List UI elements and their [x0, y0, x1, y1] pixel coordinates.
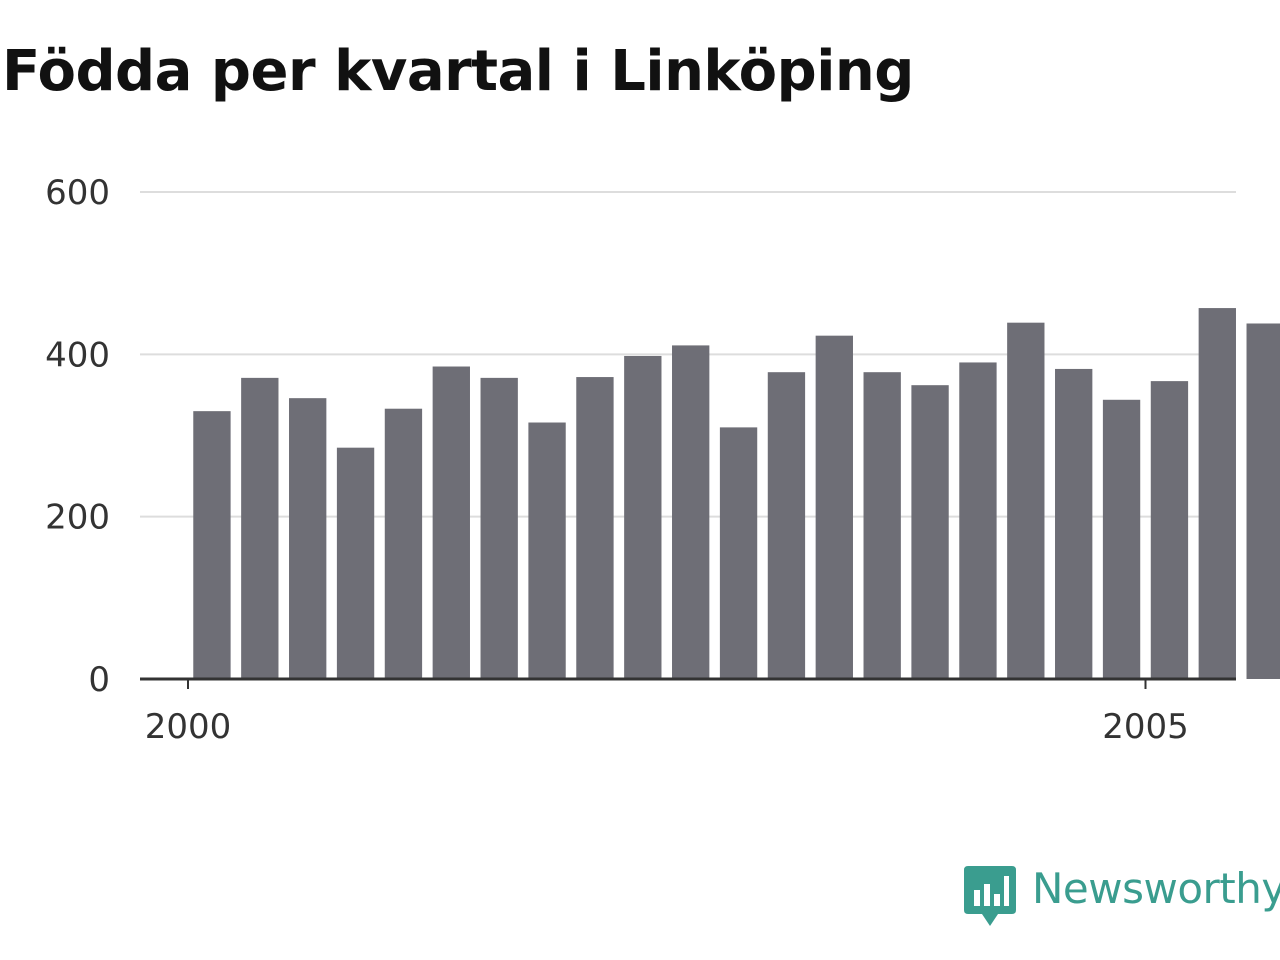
- bar: [480, 377, 518, 679]
- y-tick-label: 600: [45, 173, 110, 213]
- bar: [289, 398, 327, 679]
- bar: [863, 372, 901, 679]
- bar: [528, 422, 566, 679]
- x-axis-ticks: 200020052010201520202025: [145, 679, 1189, 747]
- bar: [193, 411, 231, 679]
- bar: [384, 408, 423, 679]
- bar: [336, 447, 375, 679]
- bar: [241, 377, 279, 679]
- bar: [432, 366, 470, 679]
- bar: [576, 377, 614, 679]
- y-tick-label: 0: [88, 660, 110, 700]
- newsworthy-logo-icon: [964, 866, 1016, 926]
- bar: [624, 355, 662, 679]
- bar: [672, 345, 710, 679]
- bar: [815, 335, 853, 679]
- newsworthy-logo: Newsworthy: [964, 866, 1280, 928]
- bar: [1055, 368, 1093, 679]
- bar: [1102, 399, 1141, 679]
- y-axis-ticks: 0 200 400 600: [45, 173, 110, 700]
- bar: [719, 427, 758, 679]
- bar: [911, 385, 949, 679]
- bar: [1246, 323, 1280, 679]
- bar: [1007, 322, 1045, 679]
- bar: [767, 372, 806, 679]
- y-tick-label: 400: [45, 335, 110, 375]
- bars: [193, 308, 1280, 679]
- y-tick-label: 200: [45, 498, 110, 538]
- bar: [1150, 381, 1189, 679]
- x-tick-label: 2000: [145, 707, 232, 747]
- x-tick-label: 2005: [1102, 707, 1189, 747]
- bar: [1198, 308, 1236, 679]
- chart-title: Födda per kvartal i Linköping: [2, 39, 914, 104]
- bar: [959, 362, 997, 679]
- brand-name: Newsworthy: [1032, 864, 1280, 913]
